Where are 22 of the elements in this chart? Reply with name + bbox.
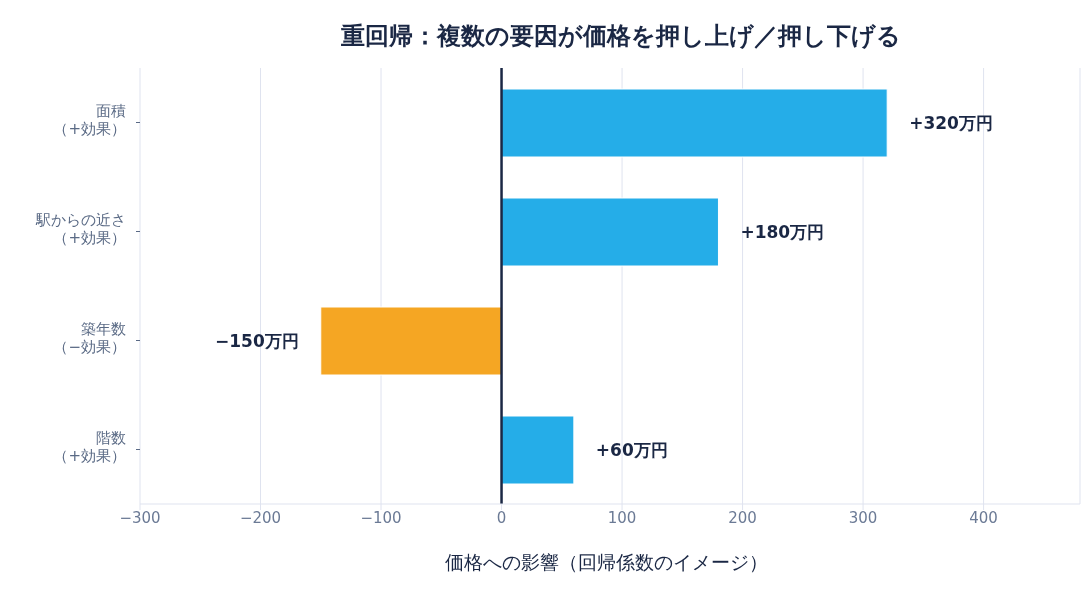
bar	[501, 88, 888, 158]
data-label: +180万円	[740, 222, 825, 242]
y-tick-label: 築年数（−効果）	[53, 319, 126, 356]
x-tick-label: −300	[119, 508, 161, 527]
bar	[501, 415, 575, 485]
x-tick-label: 200	[728, 508, 757, 527]
bar	[501, 197, 719, 267]
data-label: +320万円	[909, 113, 993, 133]
y-tick-label: 駅からの近さ（+効果）	[35, 210, 126, 247]
x-tick-label: 100	[607, 508, 637, 527]
x-tick-label: −200	[239, 508, 282, 527]
x-axis-title: 価格への影響（回帰係数のイメージ）	[443, 550, 769, 575]
data-label: +60万円	[595, 440, 668, 460]
x-tick-label: 400	[969, 508, 998, 527]
y-tick-label: 面積（+効果）	[53, 101, 126, 138]
chart-title: 重回帰：複数の要因が価格を押し上げ／押し下げる	[340, 21, 902, 52]
x-tick-label: −100	[360, 508, 402, 527]
x-tick-label: 300	[848, 508, 878, 527]
data-label: −150万円	[215, 331, 299, 351]
bar	[320, 306, 503, 376]
x-tick-label: 0	[496, 508, 507, 527]
y-tick-label: 階数（+効果）	[53, 428, 126, 465]
